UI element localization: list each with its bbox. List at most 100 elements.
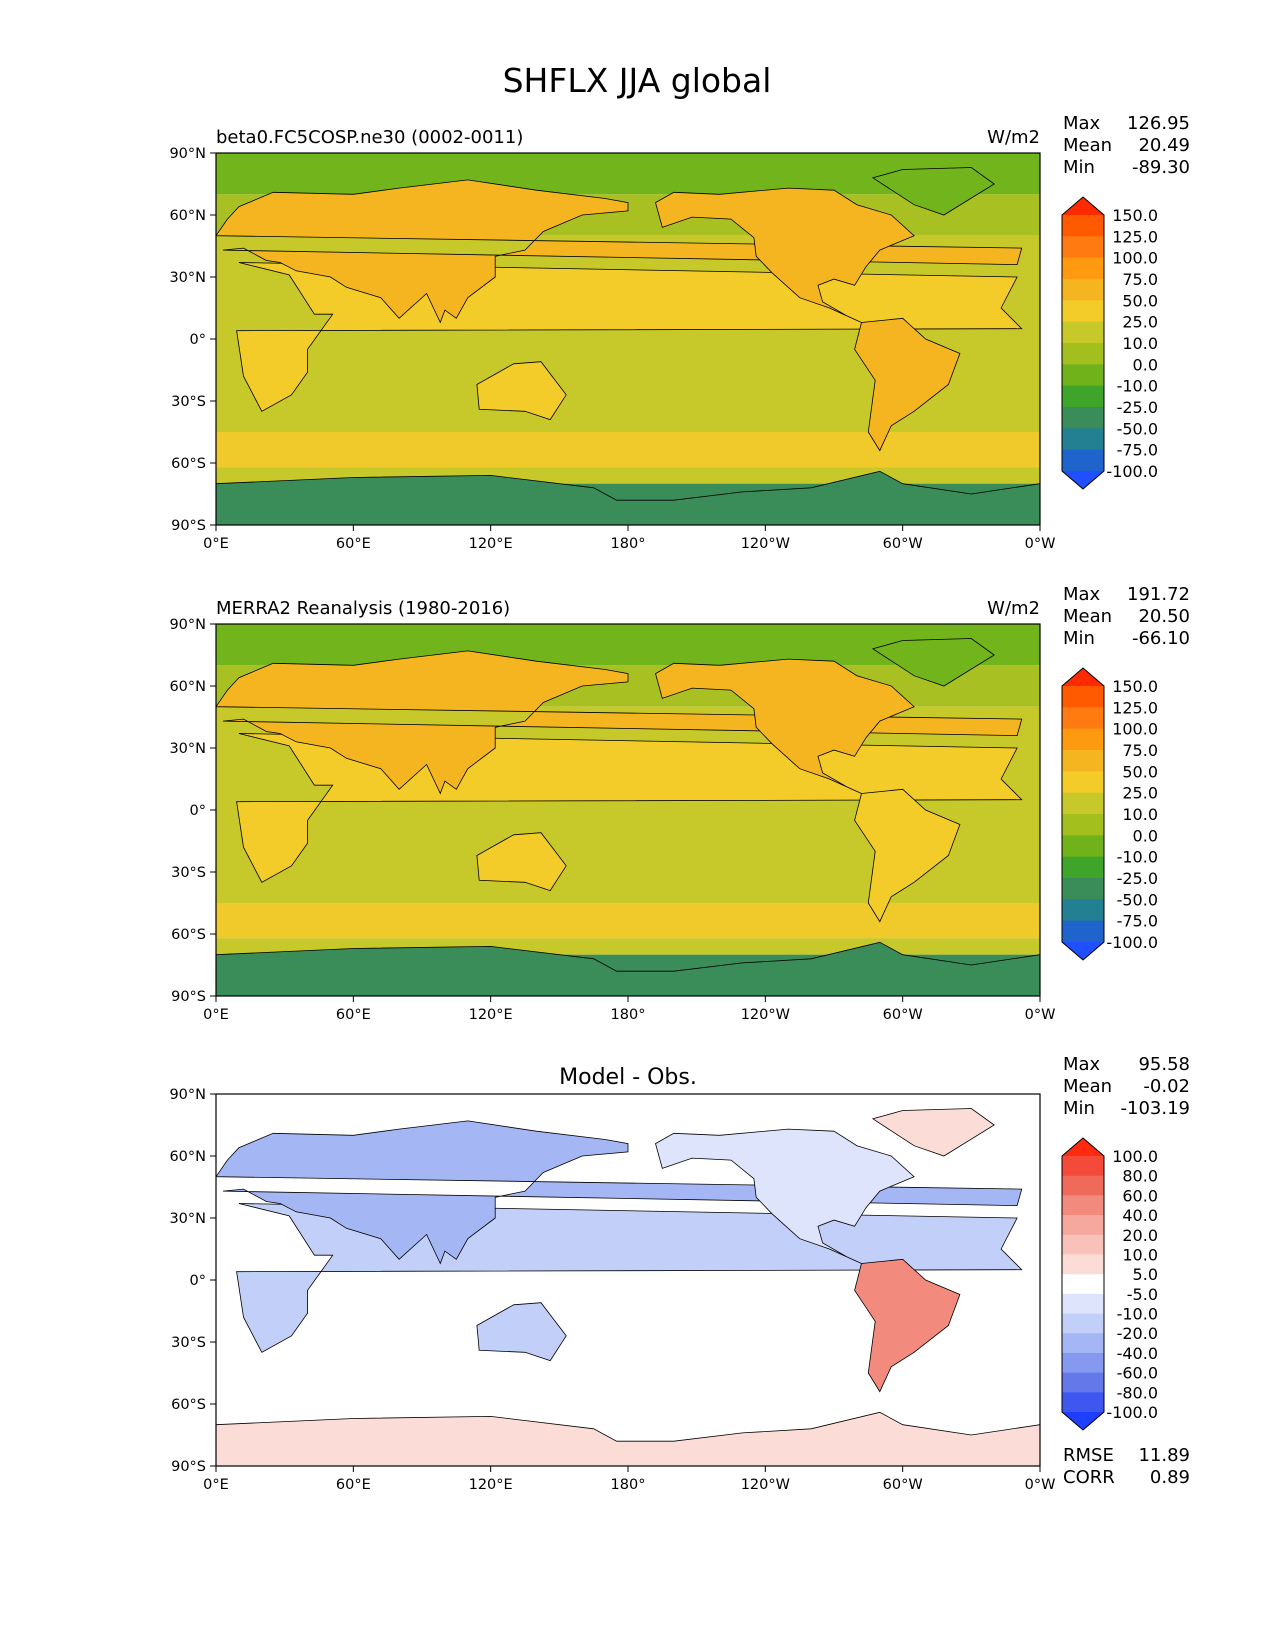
stat-label: Max xyxy=(1063,1054,1101,1075)
colorbar-label: -50.0 xyxy=(1117,890,1158,909)
y-tick-label: 30°N xyxy=(169,741,206,757)
colorbar-extend-bottom xyxy=(1062,942,1104,960)
stat-label: Max xyxy=(1063,584,1101,605)
x-tick-label: 0°W xyxy=(1025,536,1056,552)
colorbar-segment xyxy=(1062,279,1104,301)
colorbar-label: -25.0 xyxy=(1117,869,1158,888)
colorbar-label: -10.0 xyxy=(1117,848,1158,867)
colorbar-label: -100.0 xyxy=(1106,933,1158,952)
colorbar-segment xyxy=(1062,728,1104,751)
y-tick-label: 60°N xyxy=(169,208,206,224)
coastline-antarctica xyxy=(216,1411,1040,1466)
colorbar-label: 5.0 xyxy=(1133,1265,1158,1284)
colorbar-label: -100.0 xyxy=(1106,462,1158,481)
coastline-europe-asia xyxy=(216,179,1023,324)
panel-center-title: Model - Obs. xyxy=(559,1065,697,1090)
y-tick-label: 60°S xyxy=(171,927,206,943)
colorbar-segment xyxy=(1062,1333,1104,1354)
colorbar-extend-top xyxy=(1062,668,1104,686)
colorbar-segment xyxy=(1062,343,1104,365)
colorbar-segment xyxy=(1062,385,1104,408)
y-tick-label: 90°N xyxy=(169,617,206,633)
colorbar-segment xyxy=(1062,364,1104,387)
stat-value: -89.30 xyxy=(1132,157,1190,178)
colorbar-segment xyxy=(1062,449,1104,472)
colorbar-label: 20.0 xyxy=(1122,1226,1158,1245)
colorbar-outline xyxy=(1061,667,1105,961)
map-field xyxy=(216,624,1040,996)
stat-value: 20.49 xyxy=(1138,135,1190,156)
coastline-australia xyxy=(476,361,567,421)
colorbar-outline xyxy=(1061,1137,1105,1431)
colorbar-label: -75.0 xyxy=(1117,912,1158,931)
colorbar-label: 125.0 xyxy=(1112,698,1158,717)
colorbar-segment xyxy=(1062,686,1104,708)
colorbar-segment xyxy=(1062,1313,1104,1334)
y-tick-label: 30°S xyxy=(171,865,206,881)
footer-stat-value: 0.89 xyxy=(1150,1467,1190,1488)
panel-2: 0°E 60°E 120°E 180° 120°W 60°W 0°W 90°N 60°N 30°N… xyxy=(169,584,1190,1023)
colorbar-segment xyxy=(1062,300,1104,323)
y-tick-label: 0° xyxy=(190,332,206,348)
colorbar-segment xyxy=(1062,1372,1104,1393)
panel-left-title: beta0.FC5COSP.ne30 (0002-0011) xyxy=(216,127,523,148)
colorbar-label: 0.0 xyxy=(1133,355,1158,374)
coastline-north-america xyxy=(655,187,915,323)
coastline-south-america xyxy=(854,317,961,452)
colorbar-outline xyxy=(1061,196,1105,490)
colorbar-segment xyxy=(1062,792,1104,815)
colorbar-label: 150.0 xyxy=(1112,677,1158,696)
colorbar-segment xyxy=(1062,1274,1104,1295)
coastline-north-america xyxy=(655,658,915,794)
stat-label: Min xyxy=(1063,628,1095,649)
coastline-antarctica xyxy=(216,470,1040,525)
field-band xyxy=(216,432,1040,468)
y-tick-label: 60°N xyxy=(169,679,206,695)
colorbar-segment xyxy=(1062,920,1104,943)
colorbar-extend-top xyxy=(1062,197,1104,215)
panel-3: 0°E 60°E 120°E 180° 120°W 60°W 0°W 90°N 60°N 30°N… xyxy=(169,1054,1190,1493)
x-tick-label: 180° xyxy=(611,1007,646,1023)
coastline-antarctica xyxy=(216,941,1040,996)
colorbar-extend-bottom xyxy=(1062,1412,1104,1430)
colorbar-segment xyxy=(1062,1254,1104,1275)
colorbar-segment xyxy=(1062,835,1104,858)
x-tick-label: 120°W xyxy=(741,536,790,552)
colorbar-label: -10.0 xyxy=(1117,1305,1158,1324)
colorbar-segment xyxy=(1062,750,1104,772)
colorbar-label: -80.0 xyxy=(1117,1383,1158,1402)
colorbar-segment xyxy=(1062,1293,1104,1315)
x-tick-label: 0°W xyxy=(1025,1007,1056,1023)
colorbar-segment xyxy=(1062,1352,1104,1374)
panel-units: W/m2 xyxy=(987,127,1040,148)
colorbar-label: 10.0 xyxy=(1122,805,1158,824)
x-tick-label: 60°W xyxy=(883,1007,923,1023)
x-tick-label: 120°E xyxy=(469,536,513,552)
stat-value: -0.02 xyxy=(1143,1076,1190,1097)
colorbar-segment xyxy=(1062,1392,1104,1413)
y-tick-label: 60°N xyxy=(169,1149,206,1165)
y-tick-label: 0° xyxy=(190,1273,206,1289)
colorbar-label: 150.0 xyxy=(1112,206,1158,225)
colorbar-label: 125.0 xyxy=(1112,227,1158,246)
coastline-south-america xyxy=(854,788,961,923)
panel-units: W/m2 xyxy=(987,598,1040,619)
stat-value: -103.19 xyxy=(1121,1098,1190,1119)
x-tick-label: 180° xyxy=(611,536,646,552)
y-tick-label: 60°S xyxy=(171,456,206,472)
coastline-europe-asia xyxy=(216,650,1023,795)
stat-value: 95.58 xyxy=(1138,1054,1190,1075)
coastline-europe-asia xyxy=(216,1120,1023,1265)
colorbar-segment xyxy=(1062,257,1104,280)
colorbar-label: 100.0 xyxy=(1112,1147,1158,1166)
colorbar-segment xyxy=(1062,899,1104,922)
y-tick-label: 30°N xyxy=(169,1211,206,1227)
colorbar-label: 80.0 xyxy=(1122,1167,1158,1186)
colorbar-label: -20.0 xyxy=(1117,1324,1158,1343)
colorbar-label: -100.0 xyxy=(1106,1403,1158,1422)
y-tick-label: 60°S xyxy=(171,1397,206,1413)
colorbar-segment xyxy=(1062,1156,1104,1177)
colorbar-segment xyxy=(1062,407,1104,429)
x-tick-label: 60°W xyxy=(883,536,923,552)
